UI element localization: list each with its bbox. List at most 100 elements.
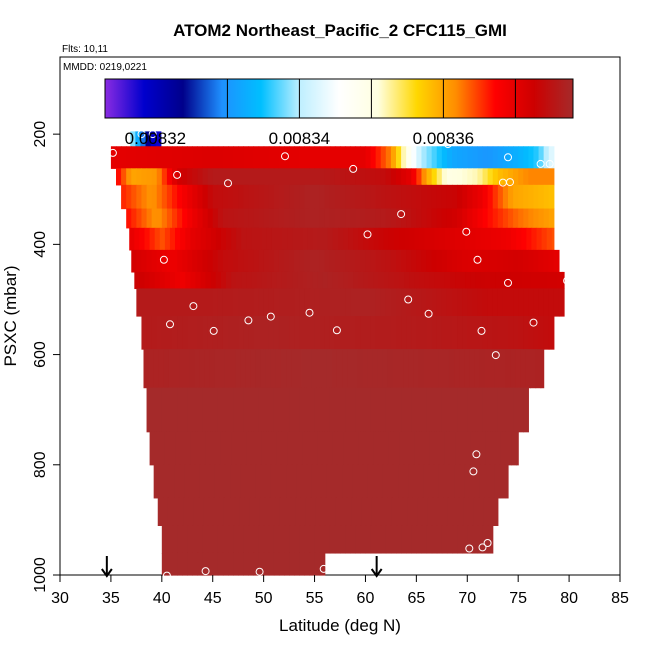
heatmap-cell-r13	[301, 464, 307, 499]
heatmap-cell-r6	[548, 249, 555, 273]
heatmap-cell-r14	[249, 497, 256, 526]
heatmap-cell-r12	[164, 431, 171, 466]
heatmap-cell-r16	[187, 552, 193, 576]
heatmap-cell-r10	[153, 349, 160, 389]
heatmap-cell-r3	[411, 184, 417, 210]
heatmap-cell-r16	[182, 552, 188, 576]
heatmap-cell-r12	[444, 431, 451, 466]
heatmap-cell-r6	[299, 249, 305, 273]
heatmap-cell-r13	[499, 464, 506, 499]
flights-note: Flts: 10,11	[62, 44, 108, 55]
heatmap-cell-r11	[299, 387, 305, 433]
heatmap-cell-r3	[533, 184, 540, 210]
heatmap-cell-r9	[161, 316, 168, 350]
heatmap-cell-r6	[243, 249, 249, 273]
heatmap-cell-r15	[345, 525, 351, 554]
heatmap-cell-r7	[134, 271, 141, 290]
heatmap-cell-r9	[329, 316, 336, 350]
heatmap-cell-r5	[312, 227, 319, 251]
heatmap-cell-r9	[350, 316, 356, 350]
heatmap-cell-r7	[246, 271, 253, 290]
heatmap-cell-r8	[492, 288, 499, 317]
heatmap-cell-r8	[324, 288, 331, 317]
heatmap-cell-r1	[513, 146, 519, 169]
heatmap-cell-r7	[475, 271, 482, 290]
heatmap-cell-r5	[419, 227, 426, 251]
heatmap-cell-r7	[521, 271, 527, 290]
heatmap-cell-r8	[309, 288, 316, 317]
heatmap-cell-r1	[116, 146, 122, 169]
heatmap-cell-r4	[538, 208, 545, 229]
heatmap-cell-r4	[543, 208, 550, 229]
heatmap-cell-r2	[355, 168, 361, 186]
x-tick-label: 85	[611, 590, 629, 607]
heatmap-cell-r12	[516, 431, 519, 466]
heatmap-cell-r7	[404, 271, 410, 290]
flight-marker-arrow	[101, 556, 113, 578]
heatmap-cell-r5	[210, 227, 217, 251]
heatmap-cell-r10	[316, 349, 323, 389]
mmdd-note: MMDD: 0219,0221	[63, 62, 147, 73]
heatmap-cell-r13	[504, 464, 509, 499]
heatmap-cell-r2	[207, 168, 214, 186]
heatmap-cell-r3	[192, 184, 199, 210]
heatmap-cell-r1	[182, 146, 188, 169]
heatmap-cell-r1	[492, 146, 499, 169]
heatmap-cell-r8	[355, 288, 361, 317]
heatmap-cell-r15	[228, 525, 234, 554]
heatmap-cell-r13	[413, 464, 419, 499]
heatmap-cell-r10	[174, 349, 180, 389]
heatmap-cell-r2	[416, 168, 423, 186]
heatmap-cell-r4	[355, 208, 361, 229]
heatmap-cell-r9	[446, 316, 453, 350]
heatmap-cell-r15	[161, 525, 168, 554]
heatmap-cell-r6	[380, 249, 387, 273]
heatmap-cell-r15	[365, 525, 372, 554]
heatmap-cell-r9	[472, 316, 479, 350]
heatmap-cell-r1	[411, 146, 417, 169]
heatmap-cell-r7	[144, 271, 151, 290]
heatmap-cell-r7	[551, 271, 558, 290]
heatmap-cell-r2	[202, 168, 209, 186]
heatmap-cell-r12	[185, 431, 191, 466]
heatmap-cell-r3	[197, 184, 204, 210]
sample-point	[319, 564, 328, 573]
heatmap-cell-r5	[246, 227, 253, 251]
heatmap-cell-r6	[253, 249, 260, 273]
heatmap-cell-r8	[233, 288, 239, 317]
heatmap-cell-r12	[307, 431, 314, 466]
heatmap-cell-r3	[523, 184, 529, 210]
heatmap-cell-r3	[487, 184, 494, 210]
sample-point	[148, 130, 157, 139]
heatmap-cell-r10	[398, 349, 404, 389]
heatmap-cell-r3	[177, 184, 183, 210]
heatmap-cell-r10	[240, 349, 246, 389]
heatmap-cell-r12	[195, 431, 202, 466]
heatmap-cell-r13	[489, 464, 496, 499]
heatmap-cell-r8	[528, 288, 535, 317]
heatmap-cell-r4	[151, 208, 158, 229]
sample-point	[166, 320, 174, 329]
heatmap-cell-r5	[516, 227, 522, 251]
heatmap-cell-r7	[409, 271, 415, 290]
heatmap-cell-r10	[342, 349, 348, 389]
heatmap-cell-r0	[130, 131, 136, 147]
heatmap-cell-r8	[207, 288, 214, 317]
heatmap-cell-r11	[263, 387, 270, 433]
heatmap-cell-r4	[273, 208, 280, 229]
heatmap-cell-r15	[197, 525, 204, 554]
heatmap-cell-r15	[350, 525, 356, 554]
heatmap-cell-r12	[429, 431, 436, 466]
heatmap-cell-r9	[482, 316, 489, 350]
heatmap-cell-r1	[258, 146, 265, 169]
heatmap-cell-r3	[396, 184, 402, 210]
heatmap-cell-r12	[317, 431, 324, 466]
heatmap-cell-r6	[441, 249, 448, 273]
heatmap-cell-r16	[177, 552, 183, 576]
sample-point	[529, 318, 538, 327]
heatmap-cell-r2	[518, 168, 524, 186]
heatmap-cell-r10	[235, 349, 241, 389]
heatmap-cell-r1	[421, 146, 428, 169]
heatmap-cell-r4	[238, 208, 244, 229]
heatmap-cell-r16	[212, 552, 219, 576]
